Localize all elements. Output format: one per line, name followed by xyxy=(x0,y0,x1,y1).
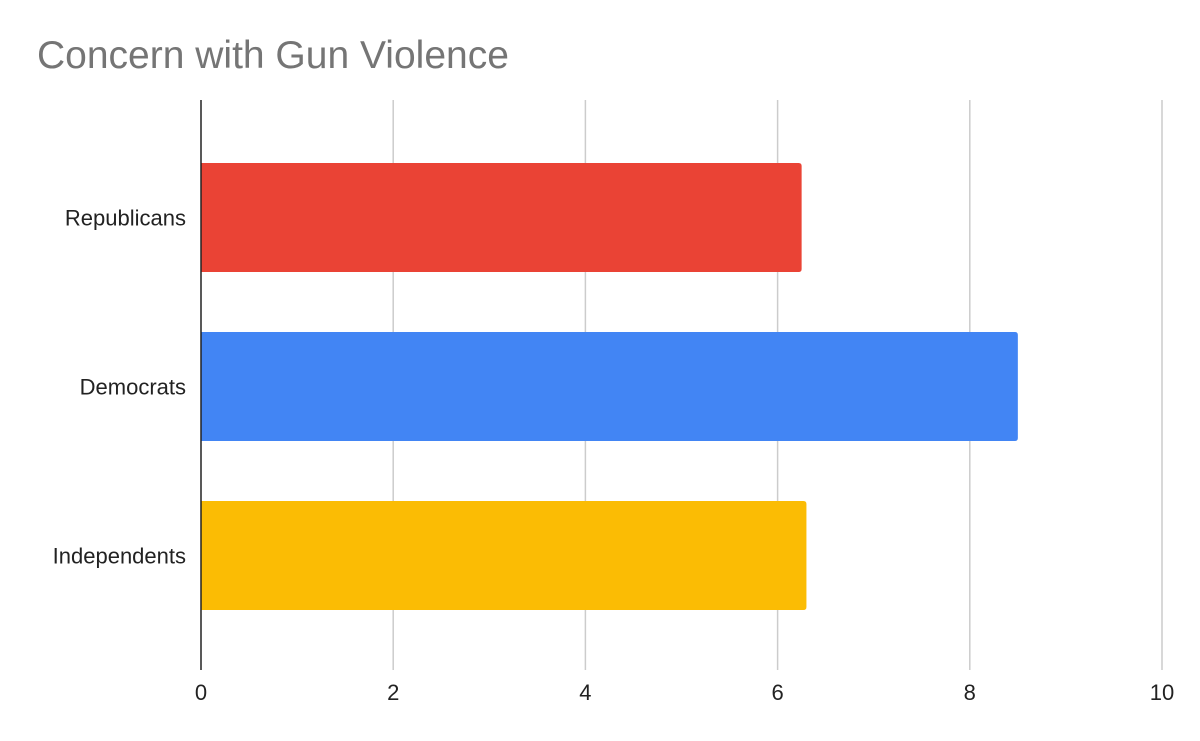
x-tick-label: 0 xyxy=(195,680,207,705)
bar-democrats xyxy=(201,332,1018,441)
bar-republicans xyxy=(201,163,802,272)
category-label: Republicans xyxy=(65,206,186,231)
chart-title: Concern with Gun Violence xyxy=(37,34,509,77)
x-tick-label: 2 xyxy=(387,680,399,705)
category-label: Independents xyxy=(53,544,186,569)
x-tick-label: 6 xyxy=(771,680,783,705)
x-tick-label: 10 xyxy=(1150,680,1174,705)
category-label: Democrats xyxy=(80,375,186,400)
axis-labels: 0 2 4 6 8 10 Republicans Democrats Independents xyxy=(53,206,1175,706)
x-tick-label: 4 xyxy=(579,680,591,705)
bars xyxy=(201,163,1018,610)
x-tick-label: 8 xyxy=(964,680,976,705)
bar-independents xyxy=(201,501,807,610)
